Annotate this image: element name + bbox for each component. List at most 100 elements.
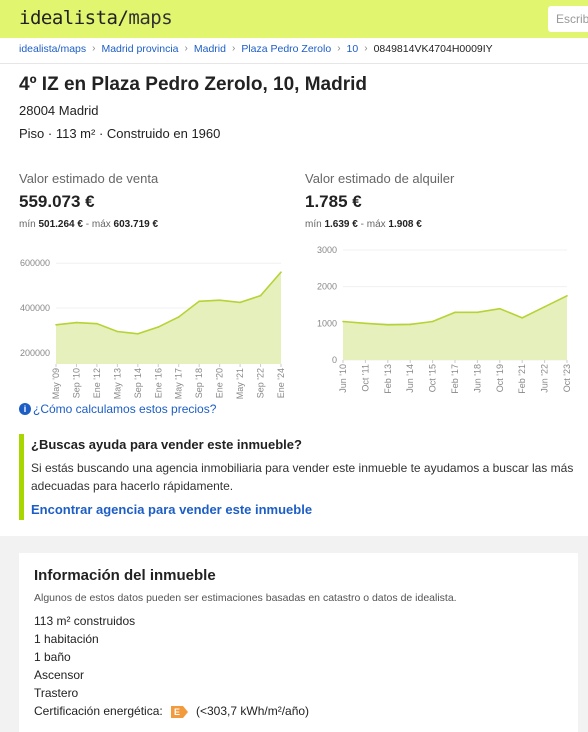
- breadcrumb-item-street[interactable]: Plaza Pedro Zerolo: [241, 43, 332, 55]
- x-tick-label: Oct '15: [428, 364, 438, 392]
- callout-title: ¿Buscas ayuda para vender este inmueble?: [31, 437, 302, 452]
- data-point: [476, 311, 479, 314]
- data-point: [499, 307, 501, 310]
- breadcrumb: idealista/maps › Madrid provincia › Madrid › P…: [19, 43, 493, 57]
- x-tick-label: Sep '10: [71, 368, 81, 398]
- info-item: Trastero: [34, 686, 79, 700]
- data-point: [364, 322, 367, 325]
- data-point: [454, 311, 456, 314]
- data-point: [259, 294, 262, 297]
- x-tick-label: Feb '17: [450, 364, 460, 394]
- x-tick-label: Feb '21: [517, 364, 527, 394]
- info-item: 1 habitación: [34, 632, 99, 646]
- data-point: [137, 332, 139, 335]
- price-line: [55, 271, 282, 335]
- y-tick-label: 2000: [317, 282, 337, 292]
- energy-rating-letter: E: [171, 706, 183, 718]
- info-title: Información del inmueble: [34, 567, 216, 584]
- data-point: [409, 323, 411, 326]
- x-tick-label: Oct '19: [495, 364, 505, 392]
- x-tick-label: Sep '18: [194, 368, 204, 398]
- data-point: [198, 300, 200, 303]
- chevron-right-icon: ›: [364, 43, 368, 54]
- y-tick-label: 600000: [20, 258, 50, 268]
- data-point: [543, 306, 546, 308]
- data-point: [157, 326, 160, 328]
- idealista-maps-logo[interactable]: idealista/maps: [19, 7, 173, 29]
- data-point: [218, 299, 221, 301]
- x-tick-label: May '09: [51, 368, 61, 399]
- rent-estimate-value: 1.785 €: [305, 192, 362, 211]
- x-tick-label: Oct '11: [360, 364, 370, 392]
- info-subtitle: Algunos de estos datos pueden ser estima…: [34, 592, 457, 604]
- find-agency-link[interactable]: Encontrar agencia para vender este inmue…: [31, 502, 313, 517]
- breadcrumb-item-idealista-maps[interactable]: idealista/maps: [19, 43, 87, 55]
- data-point: [177, 316, 180, 318]
- search-input[interactable]: Escribe: [548, 6, 588, 32]
- chevron-right-icon: ›: [231, 43, 236, 54]
- x-tick-label: Jun '10: [338, 364, 348, 393]
- x-tick-label: Jun '22: [540, 364, 550, 393]
- chevron-right-icon: ›: [184, 43, 188, 54]
- sale-estimate-value: 559.073 €: [19, 192, 95, 211]
- info-card: [19, 553, 578, 732]
- breadcrumb-item-madrid-provincia[interactable]: Madrid provincia: [101, 43, 179, 55]
- callout-accent: [19, 434, 24, 520]
- data-point: [387, 324, 389, 326]
- data-point: [521, 317, 523, 319]
- info-item: Ascensor: [34, 668, 85, 682]
- x-tick-label: Sep '22: [256, 368, 266, 398]
- energy-rating-badge: E: [171, 706, 188, 718]
- chevron-right-icon: ›: [92, 43, 96, 54]
- data-point: [96, 322, 98, 325]
- area-fill: [56, 272, 281, 364]
- x-tick-label: Ene '16: [153, 368, 163, 398]
- data-point: [75, 321, 78, 324]
- info-item: 113 m² construidos: [34, 614, 136, 628]
- energy-rating-arrow: [183, 706, 188, 718]
- x-tick-label: Jun '18: [472, 364, 482, 393]
- data-point: [116, 330, 119, 333]
- breadcrumb-item-number[interactable]: 10: [346, 43, 359, 55]
- data-point: [342, 320, 344, 323]
- y-tick-label: 400000: [20, 303, 50, 313]
- energy-consumption-value: (<303,7 kWh/m²/año): [196, 704, 310, 718]
- x-tick-label: Ene '24: [276, 368, 286, 398]
- data-point: [280, 271, 282, 273]
- x-tick-label: Ene '20: [215, 368, 225, 398]
- area-fill: [343, 295, 567, 360]
- sale-estimate-label: Valor estimado de venta: [19, 171, 159, 186]
- x-tick-label: May '17: [174, 368, 184, 399]
- breadcrumb-item-madrid[interactable]: Madrid: [193, 43, 226, 55]
- x-tick-label: Sep '14: [133, 368, 143, 398]
- data-point: [239, 301, 241, 304]
- divider: [0, 63, 588, 64]
- energy-certificate-label: Certificación energética:: [34, 704, 163, 718]
- x-tick-label: May '13: [112, 368, 122, 399]
- callout-text: Si estás buscando una agencia inmobiliar…: [31, 461, 574, 493]
- y-tick-label: 0: [332, 355, 337, 365]
- x-tick-label: Ene '12: [92, 368, 102, 398]
- y-tick-label: 3000: [317, 245, 337, 255]
- x-tick-label: Jun '14: [405, 364, 415, 393]
- data-point: [566, 295, 568, 297]
- top-bar: idealista/maps Escribe: [0, 0, 588, 38]
- x-tick-label: Feb '13: [383, 364, 393, 394]
- property-specs: Piso · 113 m² · Construido en 1960: [19, 126, 221, 141]
- info-icon: i: [19, 403, 31, 415]
- x-tick-label: May '21: [235, 368, 245, 399]
- x-tick-label: Oct '23: [562, 364, 572, 392]
- y-tick-label: 200000: [20, 348, 50, 358]
- how-we-calculate-link[interactable]: ¿Cómo calculamos estos precios?: [33, 402, 217, 416]
- rent-estimate-range: mín 1.639 € - máx 1.908 €: [305, 219, 422, 230]
- rent-estimate-label: Valor estimado de alquiler: [305, 171, 455, 186]
- y-tick-label: 1000: [317, 318, 337, 328]
- postal-address: 28004 Madrid: [19, 103, 99, 118]
- chevron-right-icon: ›: [337, 43, 341, 54]
- info-item: 1 baño: [34, 650, 71, 664]
- sale-estimate-range: mín 501.264 € - máx 603.719 €: [19, 219, 159, 230]
- page-title: 4º IZ en Plaza Pedro Zerolo, 10, Madrid: [19, 74, 367, 95]
- data-point: [55, 324, 57, 326]
- data-point: [431, 320, 434, 323]
